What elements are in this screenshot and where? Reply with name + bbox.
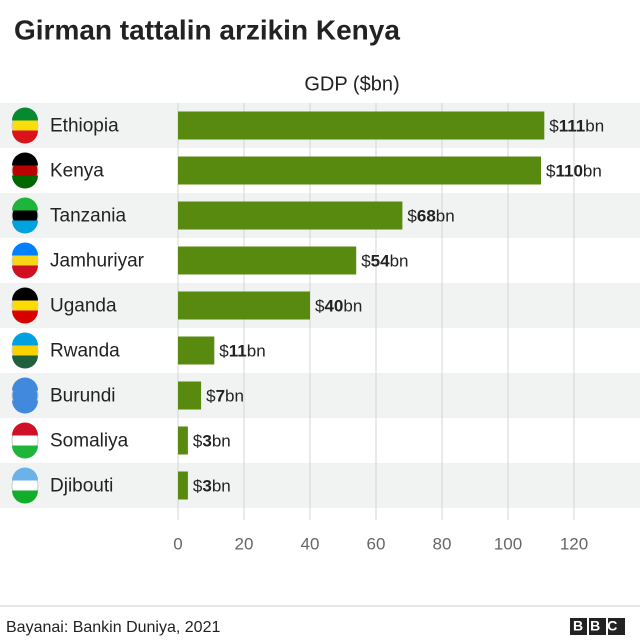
y-tick-label: Uganda (50, 296, 117, 317)
flag-icon (12, 422, 38, 436)
flag-icon (12, 265, 38, 279)
value-label: $3bn (193, 477, 231, 496)
bar (178, 381, 202, 410)
bar (178, 246, 357, 275)
value-label: $40bn (315, 297, 362, 316)
bar (178, 426, 188, 455)
bar (178, 471, 188, 500)
value-label: $11bn (219, 342, 265, 361)
flag-icon (12, 220, 38, 234)
logo: BBC (573, 618, 624, 634)
chart-title: Girman tattalin arzikin Kenya (14, 14, 400, 45)
y-tick-label: Ethiopia (50, 116, 119, 137)
flag-icon (12, 377, 38, 391)
flag-icon (12, 107, 38, 121)
bar (178, 291, 310, 320)
row-band (0, 373, 640, 418)
value-label: $7bn (206, 387, 244, 406)
row-band (0, 283, 640, 328)
bar (178, 201, 403, 230)
flag-icon (12, 287, 38, 301)
y-tick-label: Djibouti (50, 476, 113, 497)
flag-icon (12, 467, 38, 481)
row-band (0, 463, 640, 508)
value-label: $68bn (407, 207, 454, 226)
flag-icon (12, 197, 38, 211)
x-tick-label: 40 (301, 534, 320, 553)
logo-box (589, 618, 606, 635)
y-tick-label: Somaliya (50, 431, 129, 452)
flag-icon (12, 400, 38, 414)
flag-icon (12, 242, 38, 256)
y-tick-label: Kenya (50, 161, 104, 182)
x-tick-label: 120 (560, 534, 588, 553)
x-tick-label: 20 (235, 534, 254, 553)
logo-box (570, 618, 587, 635)
y-tick-label: Burundi (50, 386, 116, 407)
logo-box (608, 618, 625, 635)
flag-icon (12, 152, 38, 166)
flag-icon (12, 332, 38, 346)
value-label: $111bn (549, 117, 604, 136)
value-label: $110bn (546, 162, 602, 181)
axis-label: GDP ($bn) (304, 73, 399, 95)
source: Bayanai: Bankin Duniya, 2021 (6, 619, 220, 636)
bar (178, 336, 215, 365)
flag-icon (12, 310, 38, 324)
bar (178, 156, 541, 185)
y-tick-label: Tanzania (50, 206, 126, 227)
flag-icon (12, 130, 38, 144)
value-label: $54bn (361, 252, 408, 271)
x-tick-label: 60 (367, 534, 386, 553)
value-label: $3bn (193, 432, 231, 451)
flag-icon (12, 175, 38, 189)
y-tick-label: Rwanda (50, 341, 120, 362)
y-tick-label: Jamhuriyar (50, 251, 145, 272)
flag-icon (12, 445, 38, 459)
x-tick-label: 100 (494, 534, 522, 553)
flag-icon (12, 355, 38, 369)
x-tick-label: 0 (173, 534, 182, 553)
flag-icon (12, 490, 38, 504)
bar (178, 111, 545, 140)
x-tick-label: 80 (433, 534, 452, 553)
